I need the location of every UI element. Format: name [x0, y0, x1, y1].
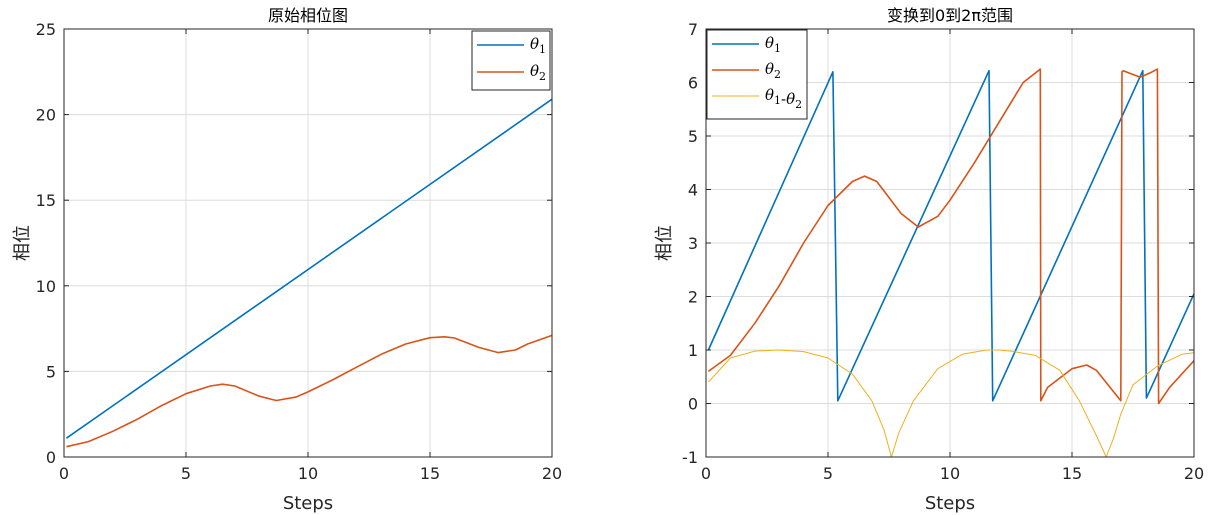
legend-label: θ2: [765, 60, 781, 81]
legend-label: θ1: [530, 35, 546, 56]
x-axis-label-right: Steps: [925, 493, 975, 514]
y-axis-label-left: 相位: [12, 225, 33, 261]
series-line-1: [707, 69, 1195, 402]
x-tick-label: 0: [59, 464, 69, 483]
series-lines-right: [707, 68, 1195, 458]
y-tick-label: 4: [688, 181, 698, 200]
x-tick-label: 10: [940, 464, 960, 483]
legend-label: θ2: [530, 62, 546, 83]
y-tick-label: 6: [688, 74, 698, 93]
x-tick-label: 15: [1062, 464, 1082, 483]
legend-label: θ1: [765, 34, 781, 55]
y-tick-label: 15: [36, 191, 56, 210]
y-tick-label: 25: [36, 20, 56, 39]
series-lines-left: [65, 98, 553, 448]
legend-box-right: [706, 29, 808, 120]
y-tick-label: -1: [682, 448, 698, 467]
y-tick-label: 2: [688, 288, 698, 307]
y-tick-label: 20: [36, 106, 56, 125]
x-tick-label: 10: [298, 464, 318, 483]
series-line-1: [65, 98, 553, 439]
y-tick-label: 0: [46, 448, 56, 467]
x-axis-label-left: Steps: [283, 493, 333, 514]
y-tick-label: 5: [688, 127, 698, 146]
legend-box-left: [471, 30, 551, 91]
ticks-left: 0 5 10 15 20 0 5 10 15 20 25: [36, 20, 563, 483]
legend-right: θ1 θ2 θ1-θ2: [706, 29, 808, 120]
chart-title-right: 变换到0到2π范围: [887, 6, 1013, 25]
series-line-2: [707, 68, 1195, 405]
y-tick-label: 5: [46, 362, 56, 381]
chart-title-left: 原始相位图: [268, 6, 348, 25]
y-tick-label: 10: [36, 277, 56, 296]
series-line-3: [708, 349, 1195, 458]
x-tick-label: 20: [1184, 464, 1204, 483]
x-tick-label: 20: [542, 464, 562, 483]
legend-label: θ1-θ2: [765, 86, 802, 111]
series-line-2: [66, 334, 553, 448]
y-axis-label-right: 相位: [654, 225, 675, 261]
y-tick-label: 3: [688, 234, 698, 253]
x-tick-label: 0: [701, 464, 711, 483]
y-tick-label: 1: [688, 341, 698, 360]
y-tick-label: 7: [688, 20, 698, 39]
x-tick-label: 5: [181, 464, 191, 483]
x-tick-label: 5: [823, 464, 833, 483]
x-tick-label: 15: [420, 464, 440, 483]
y-tick-label: 0: [688, 395, 698, 414]
